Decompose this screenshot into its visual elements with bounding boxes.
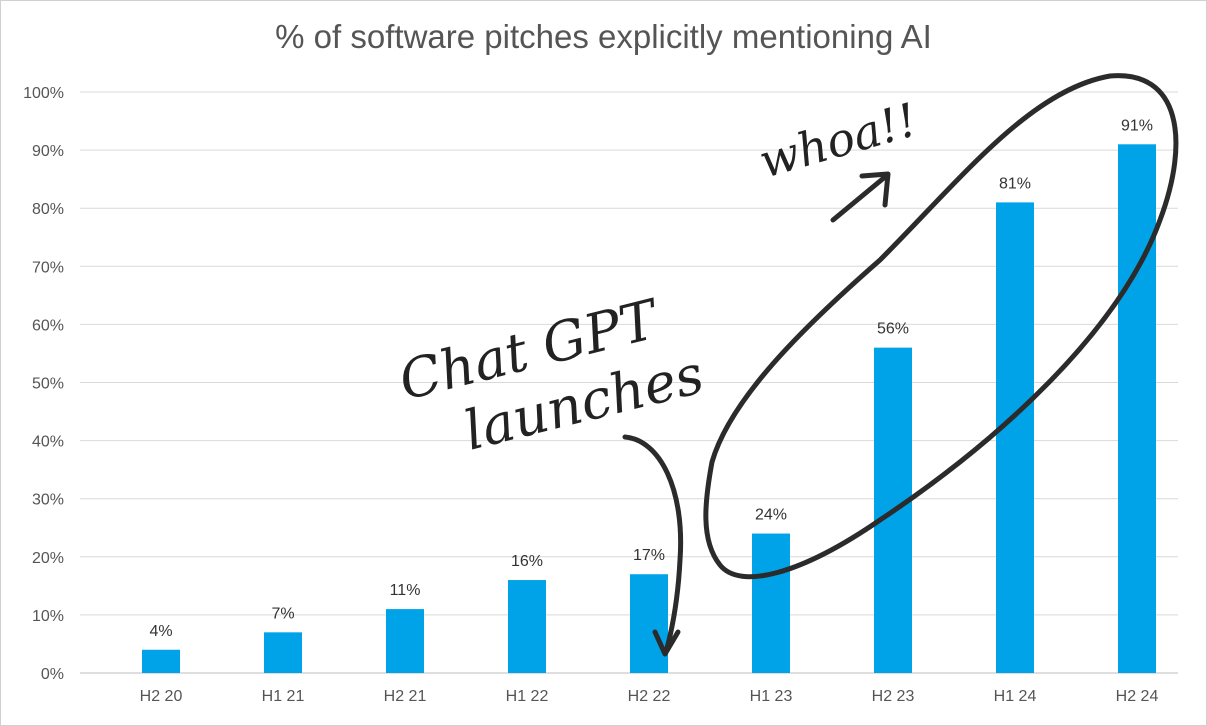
data-label: 17% [633, 547, 665, 564]
whoa-arrow [830, 174, 888, 223]
x-tick-label: H2 23 [872, 688, 915, 705]
chatgpt-arrowhead [652, 629, 681, 657]
x-tick-label: H1 21 [262, 688, 305, 705]
bar [386, 609, 424, 673]
y-tick-label: 80% [32, 201, 64, 218]
bars [142, 144, 1156, 674]
chatgpt-arrow [622, 434, 684, 655]
bar [752, 533, 790, 673]
x-axis: H2 20 H1 21 H2 21 H1 22 H2 22 H1 23 H2 23 H1 24… [140, 688, 1159, 705]
bar [1118, 144, 1156, 674]
bar [630, 574, 668, 673]
data-labels: 4% 7% 11% 16% 17% 24% 56% 81% 91% [149, 117, 1153, 639]
x-tick-label: H2 20 [140, 688, 183, 705]
data-label: 7% [271, 605, 294, 622]
y-tick-label: 0% [41, 666, 64, 683]
annotation-whoa: whoa!! [753, 92, 923, 188]
y-tick-label: 90% [32, 143, 64, 160]
data-label: 16% [511, 553, 543, 570]
bar [264, 632, 302, 673]
x-tick-label: H1 23 [750, 688, 793, 705]
bar [142, 649, 180, 673]
y-tick-label: 20% [32, 550, 64, 567]
annotation-group [622, 73, 1179, 657]
y-tick-label: 70% [32, 259, 64, 276]
y-tick-label: 40% [32, 434, 64, 451]
data-label: 4% [149, 623, 172, 640]
x-tick-label: H1 24 [994, 688, 1037, 705]
bar [996, 202, 1034, 673]
x-tick-label: H1 22 [506, 688, 549, 705]
x-tick-label: H2 22 [628, 688, 671, 705]
y-axis: 0% 10% 20% 30% 40% 50% 60% 70% 80% 90% 100% [23, 85, 64, 683]
x-tick-label: H2 24 [1116, 688, 1159, 705]
highlight-loop [703, 73, 1179, 580]
grid-lines [80, 91, 1178, 674]
data-label: 24% [755, 507, 787, 524]
data-label: 11% [390, 582, 421, 599]
y-tick-label: 60% [32, 317, 64, 334]
data-label: 91% [1121, 117, 1153, 134]
y-tick-label: 30% [32, 492, 64, 509]
bar [508, 580, 546, 673]
y-tick-label: 100% [23, 85, 64, 102]
whoa-arrowhead [859, 171, 891, 208]
y-tick-label: 50% [32, 376, 64, 393]
data-label: 81% [999, 175, 1031, 192]
chart-title: % of software pitches explicitly mention… [275, 18, 932, 55]
y-tick-label: 10% [32, 608, 64, 625]
data-label: 56% [877, 321, 909, 338]
x-tick-label: H2 21 [384, 688, 427, 705]
